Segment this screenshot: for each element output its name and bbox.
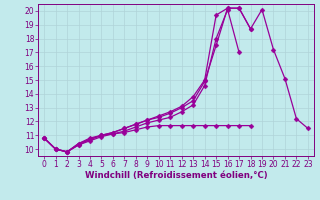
X-axis label: Windchill (Refroidissement éolien,°C): Windchill (Refroidissement éolien,°C) [85, 171, 267, 180]
